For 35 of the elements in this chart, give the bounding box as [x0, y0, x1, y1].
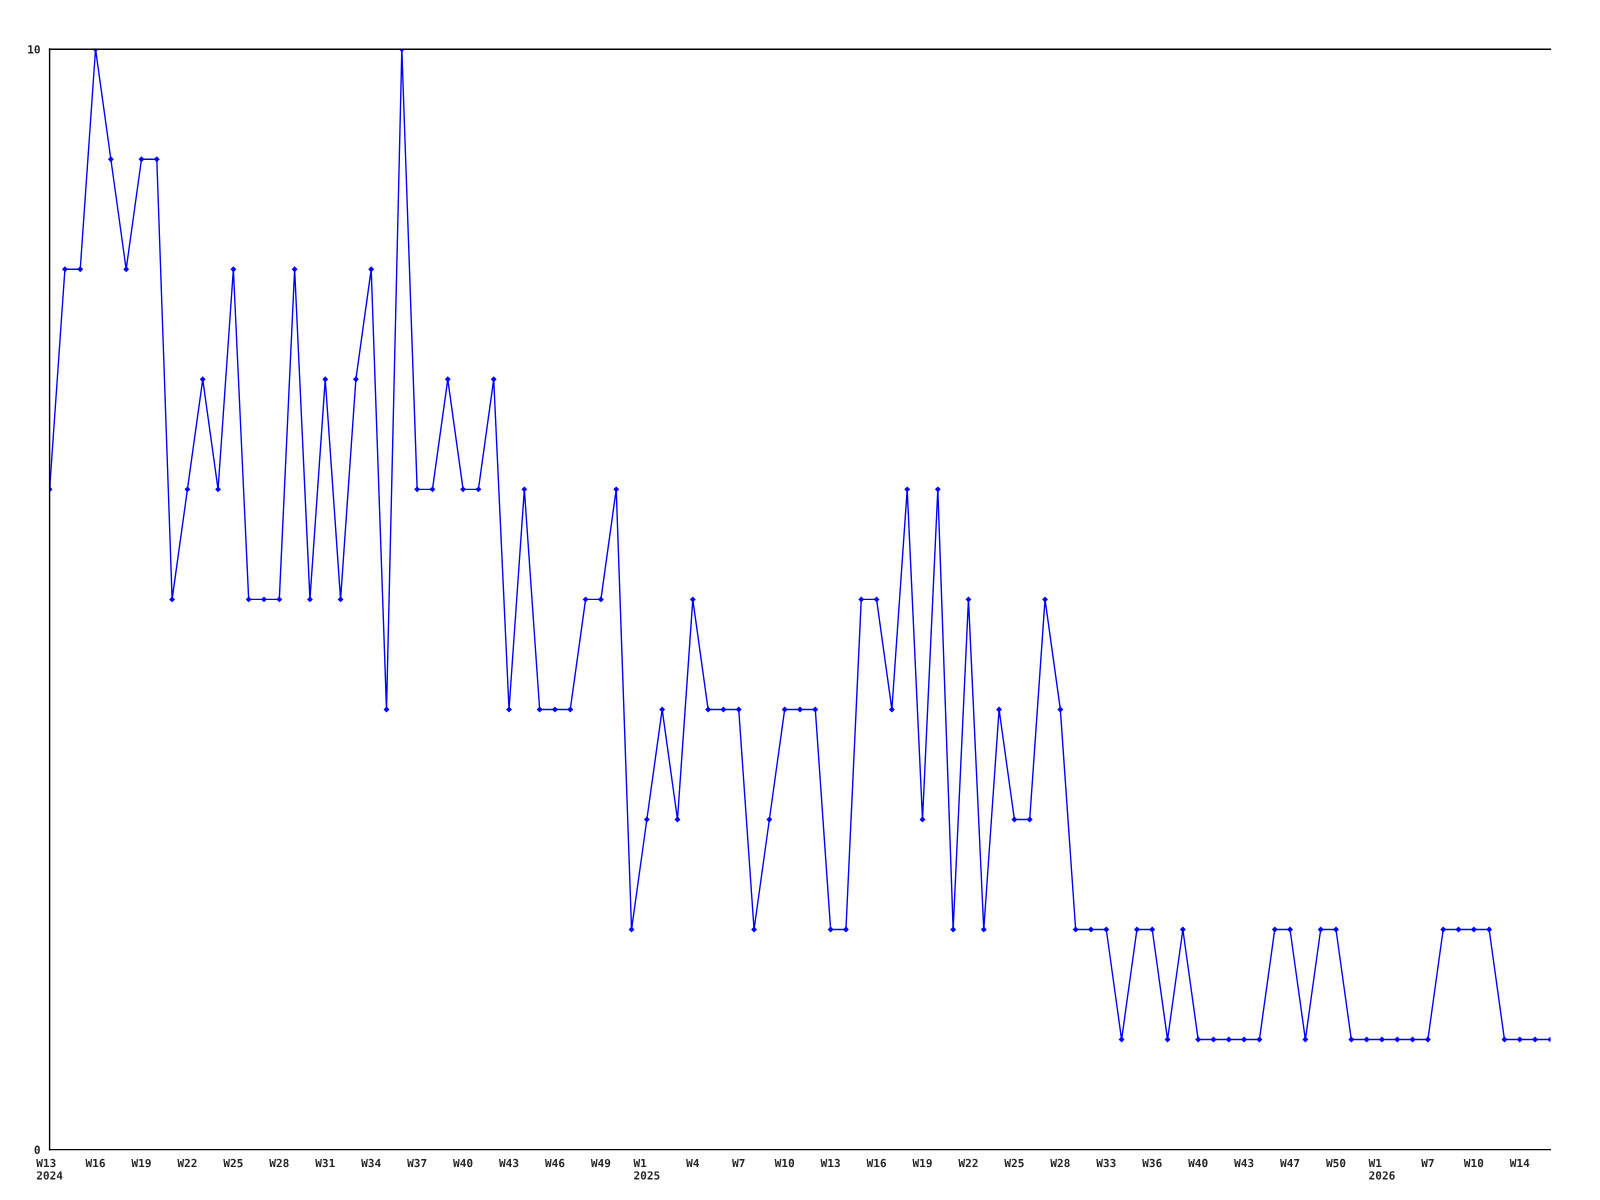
x-tick-label: W1 2025	[633, 1158, 660, 1180]
x-tick-label: W28	[269, 1158, 289, 1168]
x-tick-label: W49	[590, 1158, 611, 1168]
x-tick-label: W13 2024	[36, 1158, 63, 1180]
x-tick-label: W40	[1188, 1158, 1208, 1168]
x-tick-label: W19	[912, 1158, 932, 1168]
x-tick-label: W4	[686, 1158, 699, 1168]
x-tick-label: W7	[732, 1158, 745, 1168]
x-tick-label: W37	[407, 1158, 427, 1168]
x-tick-label: W13	[820, 1158, 840, 1168]
x-tick-label: W14	[1509, 1158, 1530, 1168]
x-tick-label: W43	[1234, 1158, 1254, 1168]
x-tick-label: W16	[866, 1158, 886, 1168]
x-tick-label: W1 2026	[1368, 1158, 1395, 1180]
x-tick-label: W36	[1142, 1158, 1162, 1168]
x-tick-label: W16	[85, 1158, 105, 1168]
x-tick-label: W43	[498, 1158, 519, 1168]
x-tick-label: W7	[1421, 1158, 1434, 1168]
x-tick-label: W40	[453, 1158, 473, 1168]
y-tick-label: 10	[28, 45, 40, 54]
x-tick-label: W19	[131, 1158, 151, 1168]
x-tick-label: W22	[958, 1158, 978, 1168]
x-tick-label: W50	[1325, 1158, 1346, 1168]
x-tick-label: W31	[315, 1158, 335, 1168]
x-tick-label: W10	[774, 1158, 795, 1168]
x-tick-label: W10	[1463, 1158, 1484, 1168]
x-tick-label: W28	[1050, 1158, 1070, 1168]
x-tick-label: W47	[1280, 1158, 1300, 1168]
x-tick-label: W34	[361, 1158, 381, 1168]
y-tick-label: 0	[34, 1145, 40, 1154]
x-tick-label: W22	[177, 1158, 197, 1168]
x-tick-label: W25	[1004, 1158, 1024, 1168]
x-tick-label: W33	[1096, 1158, 1116, 1168]
x-tick-label: W25	[223, 1158, 243, 1168]
x-tick-label: W46	[544, 1158, 565, 1168]
